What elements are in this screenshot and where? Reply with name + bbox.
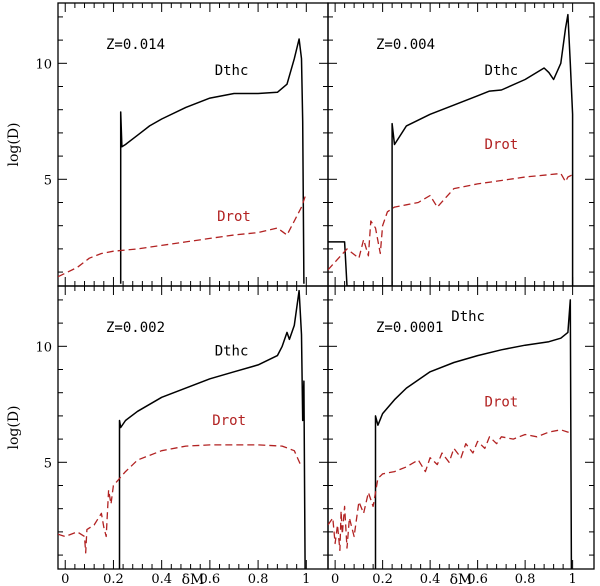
y-axis-label: log(D): [6, 122, 22, 166]
dthc-series-line: [328, 13, 574, 286]
drot-series-line: [328, 172, 573, 271]
dthc-series-line: [119, 38, 305, 284]
x-tick-label: 0.6: [467, 572, 488, 586]
drot-label: Drot: [217, 209, 251, 225]
panel-frame: [57, 2, 329, 287]
dthc-label: Dthc: [485, 63, 519, 79]
panel-2: Z=0.004 Dthc Drot: [327, 2, 595, 287]
x-tick-label: 0: [61, 572, 69, 586]
x-tick-label: 1: [568, 572, 576, 586]
x-tick-label: 0.6: [200, 572, 221, 586]
panel-label: Z=0.014: [106, 37, 165, 53]
x-tick-label: 0.8: [515, 572, 536, 586]
panel-label: Z=0.0001: [376, 320, 443, 336]
x-axis-label: δM: [182, 572, 205, 586]
y-tick-label: 5: [44, 173, 52, 188]
drot-label: Drot: [485, 137, 519, 153]
drot-series-line: [58, 192, 307, 278]
y-tick-label: 5: [44, 456, 52, 471]
x-tick-label: 1: [302, 572, 310, 586]
panel-label: Z=0.004: [376, 37, 435, 53]
x-tick-label: 0.4: [151, 572, 172, 586]
panel-1: 5 10 Z=0.014 Dthc Drot: [35, 2, 329, 287]
y-tick-label: 10: [35, 57, 52, 72]
panel-4: 0 0.2 0.4 0.6 0.8 1 Z=0.0001 Dthc Drot: [327, 285, 595, 586]
drot-series-line: [328, 429, 573, 552]
panel-frame: [327, 2, 595, 287]
x-axis-label: δM: [450, 572, 473, 586]
panel-label: Z=0.002: [106, 320, 165, 336]
y-axis-label: log(D): [6, 405, 22, 449]
panel-frame: [57, 285, 329, 570]
y-tick-label: 10: [35, 340, 52, 355]
dthc-series-line: [374, 299, 573, 569]
x-tick-label: 0.2: [372, 572, 393, 586]
x-tick-label: 0: [331, 572, 339, 586]
panel-3: 5 10 0 0.2 0.4 0.6 0.8 1 Z=0.002 Dthc Drot: [35, 285, 329, 586]
dthc-label: Dthc: [215, 63, 249, 79]
dthc-series-line: [118, 289, 306, 569]
x-tick-label: 0.8: [248, 572, 269, 586]
dthc-label: Dthc: [215, 344, 249, 360]
dthc-label: Dthc: [451, 309, 485, 325]
drot-label: Drot: [212, 413, 246, 429]
x-tick-label: 0.2: [103, 572, 124, 586]
x-tick-label: 0.4: [420, 572, 441, 586]
drot-series-line: [58, 444, 303, 554]
drot-label: Drot: [485, 395, 519, 411]
panel-frame: [327, 285, 595, 570]
